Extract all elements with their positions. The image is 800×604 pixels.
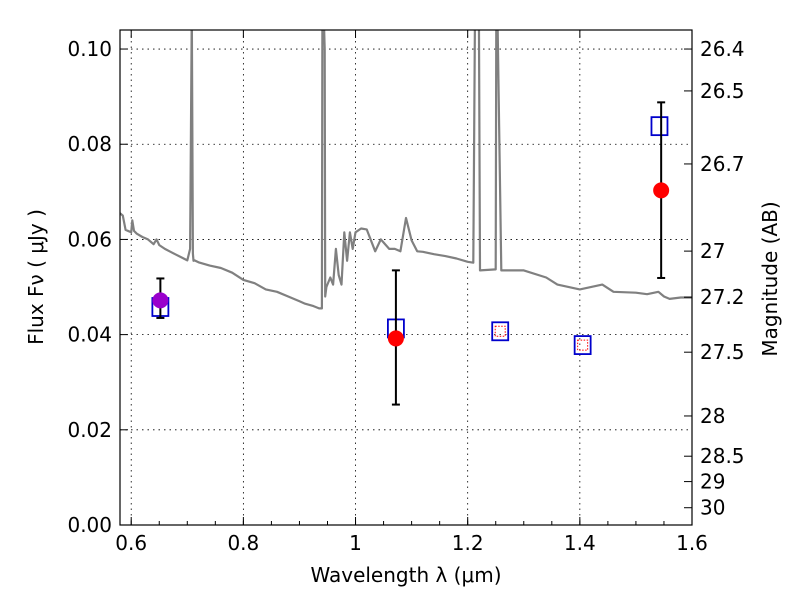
magnitude-tick-label: 29 xyxy=(700,470,725,494)
x-tick-label: 1.6 xyxy=(676,531,708,555)
x-tick-label: 1.4 xyxy=(564,531,596,555)
y-tick-label: 0.06 xyxy=(67,227,112,251)
y-tick-label: 0.00 xyxy=(67,513,112,537)
magnitude-tick-label: 26.5 xyxy=(700,79,745,103)
y-tick-label: 0.08 xyxy=(67,132,112,156)
upper-limit-square xyxy=(494,325,506,337)
magnitude-tick-label: 26.4 xyxy=(700,37,745,61)
right-axis-title: Magnitude (AB) xyxy=(758,201,782,356)
y-axis-title: Flux Fν ( μJy ) xyxy=(24,209,48,345)
observed-flux-point xyxy=(387,330,404,347)
magnitude-tick-label: 30 xyxy=(700,496,725,520)
y-tick-label: 0.02 xyxy=(67,418,112,442)
observed-flux-point xyxy=(152,292,169,309)
magnitude-tick-label: 27.5 xyxy=(700,340,745,364)
model-spectrum-line xyxy=(120,30,692,310)
upper-limit-square xyxy=(577,339,589,351)
tick-layer: 0.6 0.8 1 1.2 1.4 1.6 0.00 0.02 0.04 0.06 0.08 0.10… xyxy=(67,30,745,555)
magnitude-tick-label: 28 xyxy=(700,404,725,428)
data-layer xyxy=(120,30,692,406)
x-tick-label: 0.6 xyxy=(115,531,147,555)
x-tick-label: 0.8 xyxy=(227,531,259,555)
observed-flux-point xyxy=(653,182,670,199)
plot-frame xyxy=(119,29,693,526)
magnitude-tick-label: 28.5 xyxy=(700,444,745,468)
model-band-flux-square xyxy=(491,321,510,342)
y-tick-label: 0.10 xyxy=(67,37,112,61)
magnitude-tick-label: 27.2 xyxy=(700,285,745,309)
axes-frame xyxy=(119,29,693,526)
magnitude-tick-label: 26.7 xyxy=(700,152,745,176)
model-band-flux-square xyxy=(650,116,669,137)
model-band-flux-square xyxy=(573,335,592,355)
x-tick-label: 1 xyxy=(349,531,362,555)
x-tick-label: 1.2 xyxy=(452,531,484,555)
x-axis-title: Wavelength λ (μm) xyxy=(310,563,501,587)
y-tick-label: 0.04 xyxy=(67,323,112,347)
magnitude-tick-label: 27 xyxy=(700,239,725,263)
